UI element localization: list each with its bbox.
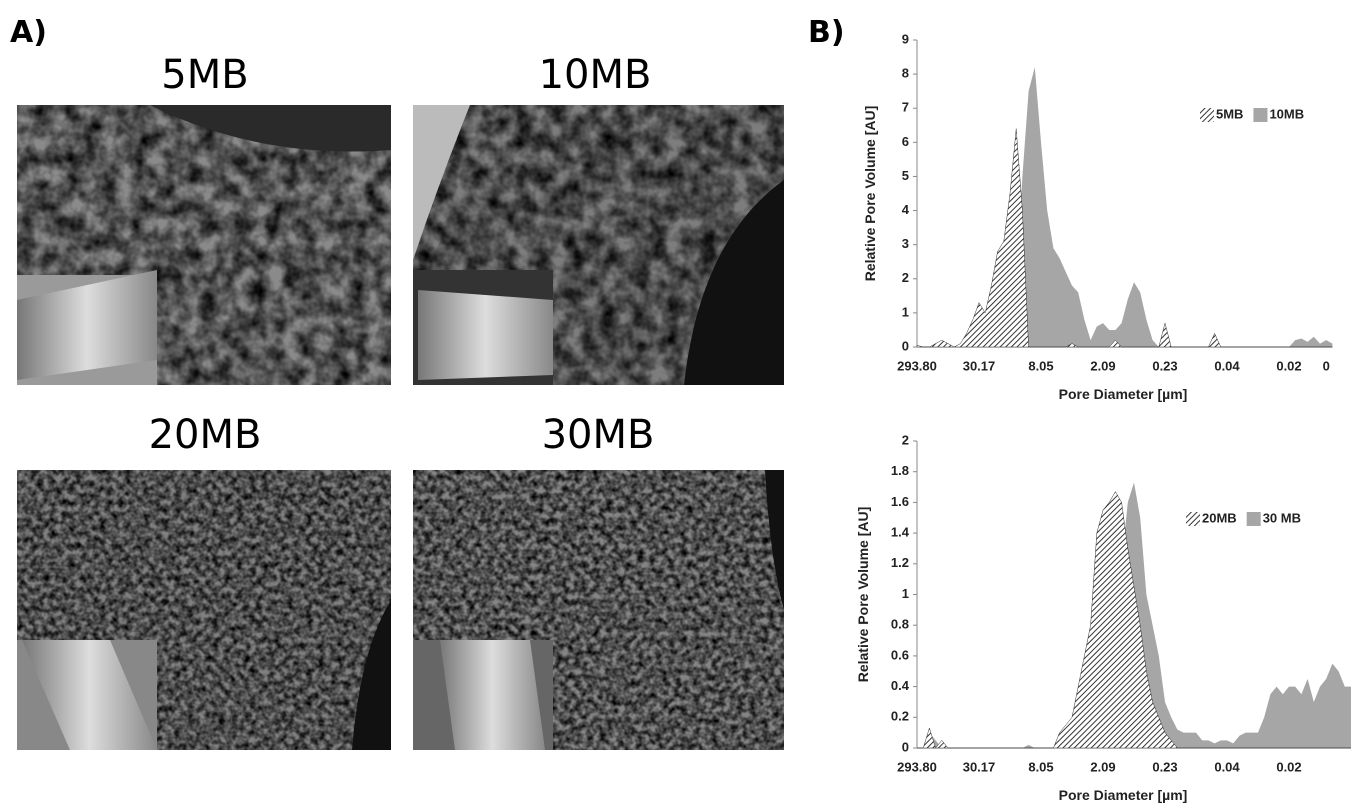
sem-image (413, 470, 784, 750)
legend-label: 5MB (1216, 106, 1243, 121)
panel-label: A) (10, 15, 47, 50)
x-tick-label: 0.02 (1276, 759, 1301, 774)
y-tick-label: 0.8 (891, 617, 909, 632)
y-tick-label: 2 (902, 270, 909, 285)
x-tick-label: 30.17 (963, 759, 996, 774)
y-tick-label: 3 (902, 236, 909, 251)
y-tick-label: 9 (902, 31, 909, 46)
y-tick-label: 0 (902, 739, 909, 754)
y-tick-label: 1.4 (891, 525, 910, 540)
legend-swatch (1246, 512, 1261, 526)
x-tick-label: 293.80 (897, 759, 937, 774)
legend-swatch (1186, 512, 1200, 526)
panel-label: B) (808, 15, 845, 50)
area (916, 128, 1333, 348)
x-tick-label: 293.80 (897, 358, 937, 373)
y-tick-label: 8 (902, 66, 909, 81)
sem-image (413, 105, 784, 385)
y-tick-label: 4 (902, 202, 910, 217)
legend-swatch (1253, 108, 1268, 122)
image-title: 20MB (149, 412, 262, 458)
y-tick-label: 0.2 (891, 709, 909, 724)
y-tick-label: 0 (902, 338, 909, 353)
image-title: 30MB (542, 412, 655, 458)
legend-swatch (1200, 108, 1214, 122)
legend-label: 30 MB (1263, 510, 1301, 525)
x-tick-label: 2.09 (1090, 759, 1115, 774)
y-tick-label: 1 (902, 304, 909, 319)
y-tick-label: 0.4 (891, 678, 910, 693)
x-tick-label: 0.04 (1214, 358, 1240, 373)
x-tick-label: 0 (1323, 358, 1330, 373)
legend-label: 10MB (1269, 106, 1304, 121)
y-tick-label: 1.6 (891, 494, 909, 509)
x-tick-label: 0.23 (1152, 759, 1177, 774)
y-axis-title: Relative Pore Volume [AU] (855, 507, 871, 683)
y-tick-label: 2 (902, 432, 909, 447)
y-tick-label: 5 (902, 168, 909, 183)
x-tick-label: 30.17 (963, 358, 996, 373)
sem-image (17, 470, 391, 750)
y-tick-label: 0.6 (891, 647, 909, 662)
x-axis-title: Pore Diameter [µm] (1059, 787, 1188, 803)
x-axis-title: Pore Diameter [µm] (1059, 386, 1188, 402)
x-tick-label: 0.23 (1152, 358, 1177, 373)
legend-label: 20MB (1202, 510, 1237, 525)
y-tick-label: 1.8 (891, 463, 909, 478)
x-tick-label: 0.04 (1214, 759, 1240, 774)
y-tick-label: 6 (902, 134, 909, 149)
x-tick-label: 8.05 (1028, 759, 1053, 774)
area (917, 491, 1351, 749)
x-tick-label: 8.05 (1028, 358, 1053, 373)
x-tick-label: 2.09 (1090, 358, 1115, 373)
x-tick-label: 0.02 (1276, 358, 1301, 373)
y-tick-label: 1 (902, 586, 909, 601)
y-axis-title: Relative Pore Volume [AU] (862, 106, 878, 282)
image-title: 10MB (539, 52, 652, 98)
image-title: 5MB (161, 52, 248, 98)
y-tick-label: 7 (902, 100, 909, 115)
sem-image (17, 105, 391, 385)
y-tick-label: 1.2 (891, 555, 909, 570)
